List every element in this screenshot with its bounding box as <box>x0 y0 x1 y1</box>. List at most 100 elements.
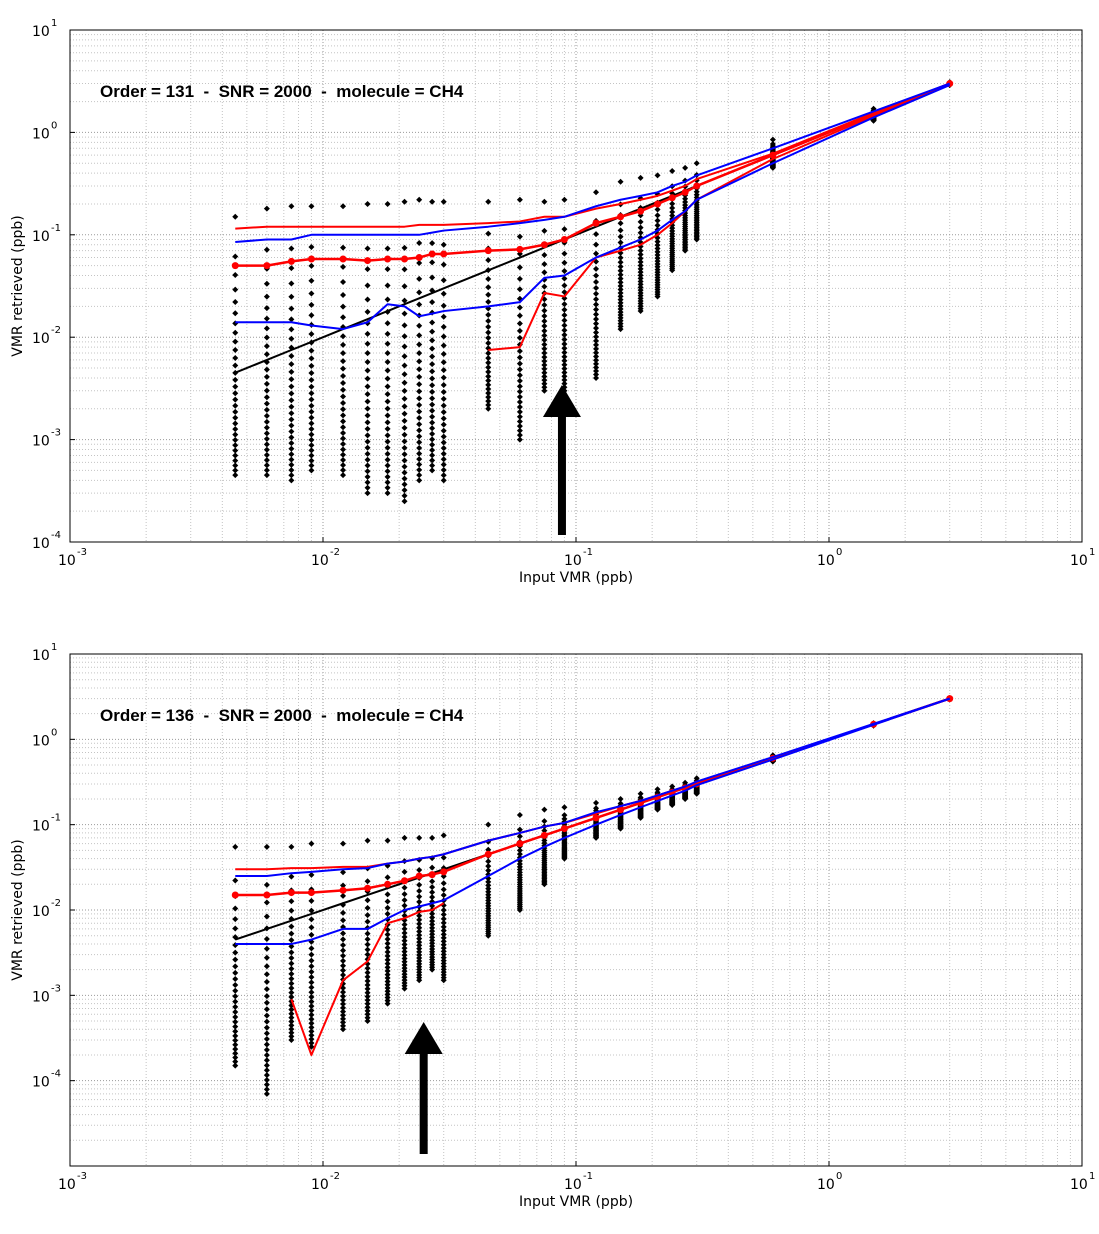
scatter-point <box>440 954 447 961</box>
scatter-point <box>440 342 447 349</box>
scatter-point <box>308 425 315 432</box>
scatter-point <box>416 421 423 428</box>
scatter-point <box>308 408 315 415</box>
scatter-point <box>384 490 391 497</box>
scatter-point <box>288 265 295 272</box>
scatter-point <box>308 203 315 210</box>
scatter-point <box>263 1024 270 1031</box>
scatter-point <box>232 467 239 474</box>
scatter-point <box>401 958 408 965</box>
scatter-point <box>288 390 295 397</box>
scatter-point <box>288 930 295 937</box>
scatter-point <box>263 412 270 419</box>
median-marker <box>428 871 436 879</box>
scatter-point <box>429 240 436 247</box>
scatter-point <box>654 255 661 262</box>
scatter-point <box>440 277 447 284</box>
scatter-point <box>637 272 644 279</box>
scatter-point <box>288 970 295 977</box>
x-tick-exponent: 1 <box>1089 547 1095 558</box>
scatter-point <box>340 456 347 463</box>
scatter-point <box>485 858 492 865</box>
scatter-point <box>364 951 371 958</box>
scatter-point <box>263 380 270 387</box>
y-tick-exponent: -3 <box>51 983 61 994</box>
scatter-point <box>401 362 408 369</box>
scatter-point <box>440 477 447 484</box>
scatter-point <box>416 260 423 267</box>
scatter-point <box>561 331 568 338</box>
scatter-point <box>401 937 408 944</box>
scatter-point <box>429 934 436 941</box>
scatter-point <box>364 904 371 911</box>
scatter-point <box>308 907 315 914</box>
scatter-point <box>384 330 391 337</box>
scatter-point <box>416 867 423 874</box>
scatter-point <box>288 989 295 996</box>
scatter-point <box>561 327 568 334</box>
scatter-point <box>561 353 568 360</box>
scatter-point <box>593 296 600 303</box>
scatter-point <box>561 357 568 364</box>
scatter-point <box>561 815 568 822</box>
scatter-point <box>429 457 436 464</box>
scatter-point <box>416 898 423 905</box>
scatter-point <box>416 358 423 365</box>
scatter-point <box>416 912 423 919</box>
scatter-point <box>541 345 548 352</box>
scatter-point <box>440 198 447 205</box>
scatter-point <box>384 383 391 390</box>
scatter-point <box>561 226 568 233</box>
scatter-point <box>440 948 447 955</box>
scatter-point <box>637 278 644 285</box>
x-tick-exponent: -3 <box>77 547 87 558</box>
scatter-point <box>416 477 423 484</box>
scatter-point <box>232 877 239 884</box>
scatter-point <box>401 492 408 499</box>
scatter-point <box>308 968 315 975</box>
scatter-point <box>593 349 600 356</box>
scatter-point <box>485 888 492 895</box>
scatter-point <box>429 430 436 437</box>
scatter-point <box>364 1014 371 1021</box>
scatter-point <box>364 266 371 273</box>
scatter-point <box>308 462 315 469</box>
scatter-point <box>541 365 548 372</box>
scatter-point <box>308 1036 315 1043</box>
scatter-point <box>308 945 315 952</box>
scatter-point <box>669 208 676 215</box>
scatter-point <box>401 945 408 952</box>
x-tick-label: 10 <box>1070 553 1088 569</box>
median-marker <box>637 207 645 215</box>
scatter-point <box>263 1046 270 1053</box>
scatter-point <box>401 322 408 329</box>
scatter-point <box>364 444 371 451</box>
scatter-point <box>384 936 391 943</box>
scatter-point <box>232 843 239 850</box>
scatter-point <box>308 420 315 427</box>
scatter-point <box>440 261 447 268</box>
scatter-point <box>593 805 600 812</box>
scatter-point <box>440 472 447 479</box>
scatter-point <box>340 263 347 270</box>
scatter-point <box>401 955 408 962</box>
scatter-point <box>288 467 295 474</box>
median-marker <box>231 262 239 270</box>
chart-panel-top: 10-310-210-110010110-410-310-210-1100101… <box>10 18 1095 586</box>
scatter-point <box>288 316 295 323</box>
scatter-point <box>384 245 391 252</box>
median-marker <box>415 872 423 880</box>
scatter-point <box>440 323 447 330</box>
median-marker <box>287 257 295 265</box>
scatter-point <box>440 945 447 952</box>
scatter-point <box>416 935 423 942</box>
median-marker <box>364 884 372 892</box>
median-marker <box>516 245 524 253</box>
median-marker <box>592 814 600 822</box>
scatter-point <box>288 960 295 967</box>
scatter-point <box>485 381 492 388</box>
scatter-point <box>637 275 644 282</box>
scatter-point <box>637 247 644 254</box>
scatter-point <box>416 461 423 468</box>
scatter-point <box>617 178 624 185</box>
